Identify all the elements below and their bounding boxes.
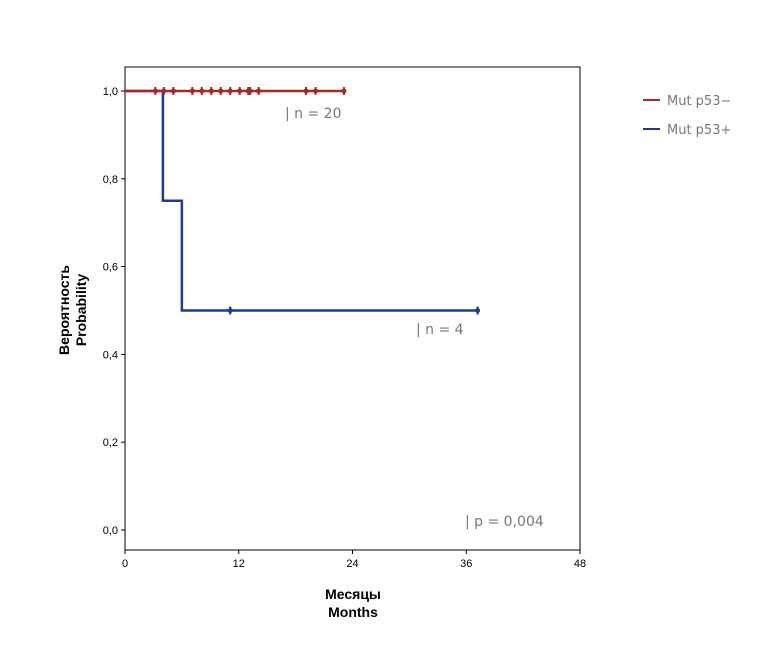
censor-mark [313,88,319,94]
censor-mark [227,88,233,94]
p-value-annotation: | p = 0,004 [465,514,544,530]
censor-mark [247,88,253,94]
censor-mark [303,88,309,94]
y-tick-label: 1,0 [103,86,118,98]
x-tick-label: 48 [574,558,586,570]
legend-label: Mut p53+ [667,123,731,138]
censor-mark [341,88,347,94]
survival-curve-1 [125,89,478,312]
censor-mark [237,88,243,94]
x-tick-label: 36 [460,558,472,570]
y-tick-label: 0,6 [103,262,118,274]
x-axis-label: Months [328,604,378,620]
legend-label: Mut p53− [667,94,731,109]
censor-mark [189,88,195,94]
censor-mark [475,308,481,313]
plot-frame [124,66,581,551]
x-axis-label: Месяцы [325,586,381,602]
censor-mark [170,88,176,94]
censor-mark [208,88,214,94]
censor-mark [227,308,233,313]
y-tick-label: 0,0 [103,525,118,537]
censor-mark [256,88,262,94]
censor-mark [199,88,205,94]
n-annotation-blue: | n = 4 [416,322,464,338]
n-annotation-red: | n = 20 [285,106,342,122]
censor-mark [218,88,224,94]
y-axis-label: Probability [73,274,89,347]
y-tick-label: 0,2 [103,437,118,449]
censor-mark [161,88,167,94]
y-axis-label: Вероятность [56,265,72,355]
x-tick-label: 0 [122,558,128,570]
y-tick-label: 0,8 [103,174,118,186]
x-tick-label: 24 [346,558,358,570]
y-tick-label: 0,4 [103,349,118,361]
censor-mark [152,88,158,94]
x-tick-label: 12 [233,558,245,570]
